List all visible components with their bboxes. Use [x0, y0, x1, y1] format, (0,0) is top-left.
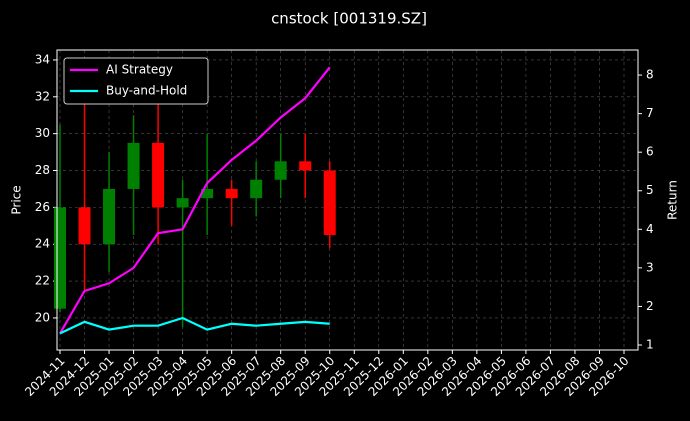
- candle-body: [78, 207, 91, 245]
- y-tick-label: 28: [35, 163, 50, 177]
- legend-label: Buy-and-Hold: [106, 84, 187, 98]
- candle-body: [152, 142, 165, 208]
- y2-tick-label: 8: [646, 68, 654, 82]
- y2-tick-label: 5: [646, 183, 654, 197]
- y2-tick-label: 7: [646, 106, 654, 120]
- candle-body: [323, 170, 336, 236]
- chart-title: cnstock [001319.SZ]: [271, 10, 427, 28]
- y-tick-label: 20: [35, 310, 50, 324]
- y-tick-label: 32: [35, 89, 50, 103]
- candle-body: [299, 161, 312, 171]
- candle-body: [176, 198, 189, 208]
- legend: AI Strategy Buy-and-Hold: [63, 57, 209, 105]
- series-line: [59, 66, 331, 334]
- y-tick-label: 26: [35, 200, 50, 214]
- y-tick-label: 22: [35, 274, 50, 288]
- candle-body: [127, 142, 140, 189]
- candle-body: [103, 188, 116, 245]
- candle-body: [201, 188, 214, 199]
- candle-body: [54, 207, 66, 309]
- y-tick-label: 30: [35, 126, 50, 140]
- y2-tick-label: 3: [646, 260, 654, 274]
- candle-body: [225, 188, 238, 199]
- series-line: [59, 316, 330, 335]
- y-tick-label: 34: [35, 52, 50, 66]
- plot-frame: [56, 49, 639, 351]
- y2-tick-label: 1: [646, 337, 654, 351]
- candle-body: [250, 179, 263, 199]
- legend-label: AI Strategy: [106, 63, 173, 77]
- y-axis-label: Price: [10, 185, 24, 214]
- y2-axis-label: Return: [666, 180, 680, 220]
- candle-body: [274, 161, 287, 180]
- y2-tick-label: 2: [646, 299, 654, 313]
- y-tick-label: 24: [35, 237, 50, 251]
- y2-tick-label: 6: [646, 145, 654, 159]
- legend-box: [63, 57, 209, 105]
- y2-tick-label: 4: [646, 222, 654, 236]
